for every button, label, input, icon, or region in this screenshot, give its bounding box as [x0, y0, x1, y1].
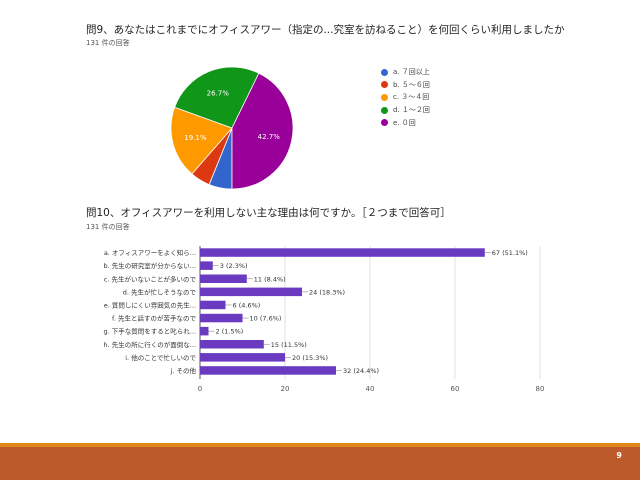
- question-9-response-count: 131 件の回答: [86, 39, 130, 47]
- category-label: c. 先生がいないことが多いので: [104, 274, 197, 283]
- legend-item: c. ３～４回: [381, 91, 430, 104]
- legend-swatch: [381, 93, 388, 101]
- legend-label: a. ７回以上: [393, 68, 430, 77]
- legend-swatch: [381, 106, 388, 114]
- legend-swatch: [381, 119, 388, 127]
- x-tick-label: 20: [281, 385, 290, 393]
- x-tick-label: 0: [198, 385, 202, 393]
- footer-bar: [0, 447, 640, 480]
- pie-slice: [174, 66, 260, 129]
- bar-data-label: 3 (2.3%): [220, 262, 248, 270]
- legend-swatch: [381, 81, 388, 89]
- pie-slice: [170, 106, 233, 175]
- category-label: a. オフィスアワーをよく知ら...: [104, 248, 196, 257]
- pie-slice-label: 42.7%: [258, 133, 281, 141]
- category-label: i. 他のことで忙しいので: [125, 353, 196, 362]
- category-label: f. 先生と話すのが苦手なので: [112, 314, 196, 323]
- bar-data-label: 15 (11.5%): [271, 341, 307, 349]
- bar-data-label: 67 (51.1%): [492, 249, 528, 257]
- bar-data-label: 6 (4.6%): [233, 301, 261, 309]
- pie-slice-label: 19.1%: [184, 134, 207, 142]
- legend-item: d. １～２回: [381, 104, 430, 117]
- legend-item: b. ５～６回: [381, 79, 430, 92]
- bar: [200, 313, 243, 323]
- legend-label: b. ５～６回: [393, 80, 430, 89]
- category-label: j. その他: [170, 366, 197, 375]
- bar: [200, 340, 264, 349]
- pie-slice-label: 26.7%: [207, 89, 230, 97]
- bar-data-label: 10 (7.6%): [250, 315, 282, 323]
- question-10-response-count: 131 件の回答: [86, 223, 130, 231]
- bar-data-label: 2 (1.5%): [216, 328, 244, 336]
- x-tick-label: 80: [536, 385, 545, 393]
- pie-legend: a. ７回以上 b. ５～６回 c. ３～４回 d. １～２回 e. ０回: [381, 66, 430, 129]
- legend-swatch: [381, 68, 388, 76]
- category-label: e. 質問しにくい雰囲気の先生...: [104, 300, 196, 309]
- legend-item: e. ０回: [381, 116, 430, 129]
- bar: [200, 326, 209, 336]
- legend-label: d. １～２回: [393, 106, 430, 115]
- page-number: 9: [616, 451, 622, 460]
- category-label: g. 下手な質問をすると叱られ...: [104, 327, 196, 336]
- x-tick-label: 40: [366, 385, 375, 393]
- legend-label: c. ３～４回: [393, 93, 430, 102]
- bar-data-label: 11 (8.4%): [254, 275, 286, 283]
- pie-chart: 19.1% 26.7% 42.7%: [170, 66, 294, 190]
- pie-slice: [231, 72, 294, 190]
- category-label: h. 先生の所に行くのが面倒な...: [104, 340, 196, 349]
- question-10-title: 問10、オフィスアワーを利用しない主な理由は何ですか。［２つまで回答可］: [86, 207, 451, 219]
- bar: [200, 248, 485, 257]
- footer-accent-line: [0, 443, 640, 447]
- bar-chart: 0 20 40 60 80 a. オフィスアワーをよく知ら... 67 (51.1%) b. …: [104, 246, 545, 393]
- bar: [200, 366, 336, 375]
- bar-data-label: 20 (15.3%): [292, 354, 328, 362]
- bar-data-label: 24 (18.3%): [309, 288, 345, 296]
- legend-label: e. ０回: [393, 118, 416, 127]
- question-9-title: 問9、あなたはこれまでにオフィスアワー（指定の...究室を訪ねること）を何回くら…: [86, 24, 565, 36]
- bar-data-label: 32 (24.4%): [343, 367, 379, 375]
- category-label: b. 先生の研究室が分からない...: [104, 261, 196, 270]
- x-tick-label: 60: [451, 385, 460, 393]
- category-label: d. 先生が忙しそうなので: [123, 287, 197, 296]
- bar: [200, 353, 285, 362]
- bar: [200, 287, 302, 297]
- bar: [200, 261, 213, 270]
- bar: [200, 274, 247, 283]
- bar: [200, 300, 226, 310]
- legend-item: a. ７回以上: [381, 66, 430, 79]
